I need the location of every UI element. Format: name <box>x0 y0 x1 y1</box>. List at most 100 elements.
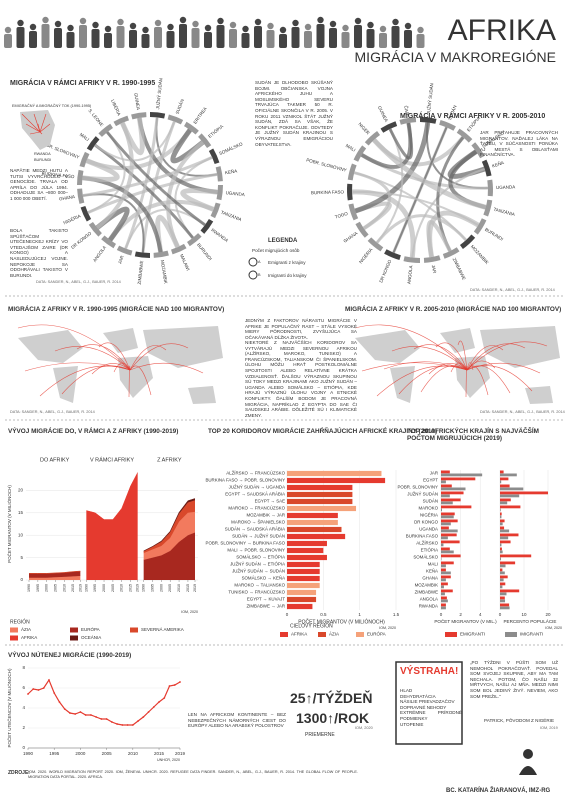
person-icon <box>229 21 237 29</box>
y-tick-label: EGYPT <box>423 478 438 483</box>
bar <box>287 582 320 589</box>
bar <box>287 519 338 526</box>
bar <box>287 477 386 484</box>
bar <box>441 585 444 589</box>
map-flow <box>17 324 131 371</box>
person-icon <box>91 29 100 48</box>
bar <box>500 519 505 523</box>
map-flow <box>466 365 533 392</box>
chord-ring <box>456 128 473 143</box>
bar <box>500 603 510 607</box>
y-tick-label: EGYPT → SAE <box>255 499 285 504</box>
area <box>143 511 195 560</box>
person-icon <box>341 32 350 48</box>
chord-ring <box>473 218 487 235</box>
y-tick-label: ALŽÍRSKO → FRANCÚZSKO <box>226 471 285 476</box>
chord-label: JUŽNÝ SUDÁN <box>153 78 163 110</box>
inset-label: RWANDA <box>34 152 51 156</box>
chord <box>120 117 145 156</box>
chord-ring <box>380 121 398 133</box>
map-land <box>18 330 83 363</box>
y-tick-label: JUŽNÝ SUDÁN → SUDÁN <box>232 569 285 574</box>
chord <box>388 122 414 160</box>
chord-label: BURKINA FASO <box>41 171 75 179</box>
legend-swatch <box>70 635 78 641</box>
y-tick-label: UGANDA <box>419 527 438 532</box>
chord-label: MOZAMBIK <box>160 260 169 285</box>
chord <box>372 138 487 210</box>
person-icon <box>354 17 362 25</box>
area <box>29 571 81 578</box>
chord-label: RWANDA <box>210 227 229 243</box>
y-tick-label: ZIMBABWE <box>415 590 438 595</box>
bar <box>441 543 444 547</box>
chord-label: MALI <box>79 132 90 142</box>
legend-label: IMIGRANTI <box>520 632 543 637</box>
person-icon <box>391 26 400 48</box>
point <box>48 679 50 681</box>
bar <box>441 599 448 603</box>
person-icon <box>267 22 274 30</box>
point <box>37 689 40 691</box>
map-land <box>118 356 153 398</box>
person-icon <box>17 19 24 27</box>
chord <box>351 190 479 226</box>
y-tick-label: POBR. SLONOVINY → BURKINA FASO <box>206 541 286 546</box>
point <box>53 692 56 694</box>
point <box>58 701 61 703</box>
y-tick-label: DR KONGO <box>414 520 438 525</box>
chord-ring <box>200 219 214 234</box>
x-tick-label: 4 <box>479 612 482 617</box>
x-tick-label: 2005 <box>102 751 113 756</box>
y-tick-label: MALI → POBR. SLONOVINY <box>227 548 285 553</box>
bar <box>441 498 461 502</box>
person-icon <box>241 33 250 48</box>
source: IOM, 2020 <box>545 626 562 630</box>
bar <box>287 561 320 568</box>
x-tick-label: 2019 <box>78 584 82 592</box>
text: NIEKTORÉ Z NAJVÄČŠÍCH KORIDOROV SA VYTVÁ… <box>245 340 357 418</box>
legend-label: ÁZIA <box>329 631 339 637</box>
point <box>27 693 29 695</box>
inset-title: EMIGRAČNÝ A IMIGRAČNÝ TOK (1990-1995) <box>12 104 92 108</box>
bar <box>441 540 460 544</box>
legend-label: AFRIKA <box>21 635 37 640</box>
map-title: MIGRÁCIA Z AFRIKY V R. 2005-2010 (MIGRÁC… <box>345 306 562 313</box>
chord-label: GHANA <box>59 194 76 201</box>
chord <box>94 143 194 239</box>
point <box>131 724 134 726</box>
chord-ring <box>423 255 441 263</box>
point <box>147 711 150 713</box>
chord-ring <box>348 203 359 221</box>
x-tick-label: 0 <box>499 612 502 617</box>
x-tick-label: 2010 <box>128 751 139 756</box>
person-icon <box>329 28 337 48</box>
danger-list: HLAD DEHYDRATÁCIA NÁSILIE PRIEVADZAČOV DOPR… <box>400 688 462 727</box>
bar <box>500 487 524 491</box>
chord-ring <box>113 115 129 127</box>
y-tick-label: ALŽÍRSKO <box>416 541 438 546</box>
bar <box>500 505 521 509</box>
y-tick-label: JUŽNÝ SUDÁN → UGANDA <box>229 485 285 490</box>
bar <box>500 557 501 561</box>
legend-circle <box>248 257 258 267</box>
bar <box>441 564 446 568</box>
person-icon <box>42 16 49 24</box>
map-flow <box>129 343 189 371</box>
point <box>168 685 171 687</box>
y-tick-label: SOMÁLSKO <box>413 555 438 560</box>
map-flow <box>391 346 468 371</box>
person-icon <box>92 21 99 29</box>
person-icon <box>166 31 175 48</box>
inset-flow <box>39 113 47 133</box>
chord-label: TANZÁNIA <box>220 209 243 222</box>
source: IOM, 2020 <box>181 610 198 614</box>
bar <box>287 603 313 610</box>
y-tick-label: 5 <box>20 555 23 560</box>
bar <box>441 473 483 477</box>
y-tick-label: POBR. SLONOVINY <box>397 485 438 490</box>
chord-ring <box>98 123 113 137</box>
point <box>84 714 87 716</box>
bar <box>287 596 317 603</box>
inset-flow <box>39 131 43 135</box>
